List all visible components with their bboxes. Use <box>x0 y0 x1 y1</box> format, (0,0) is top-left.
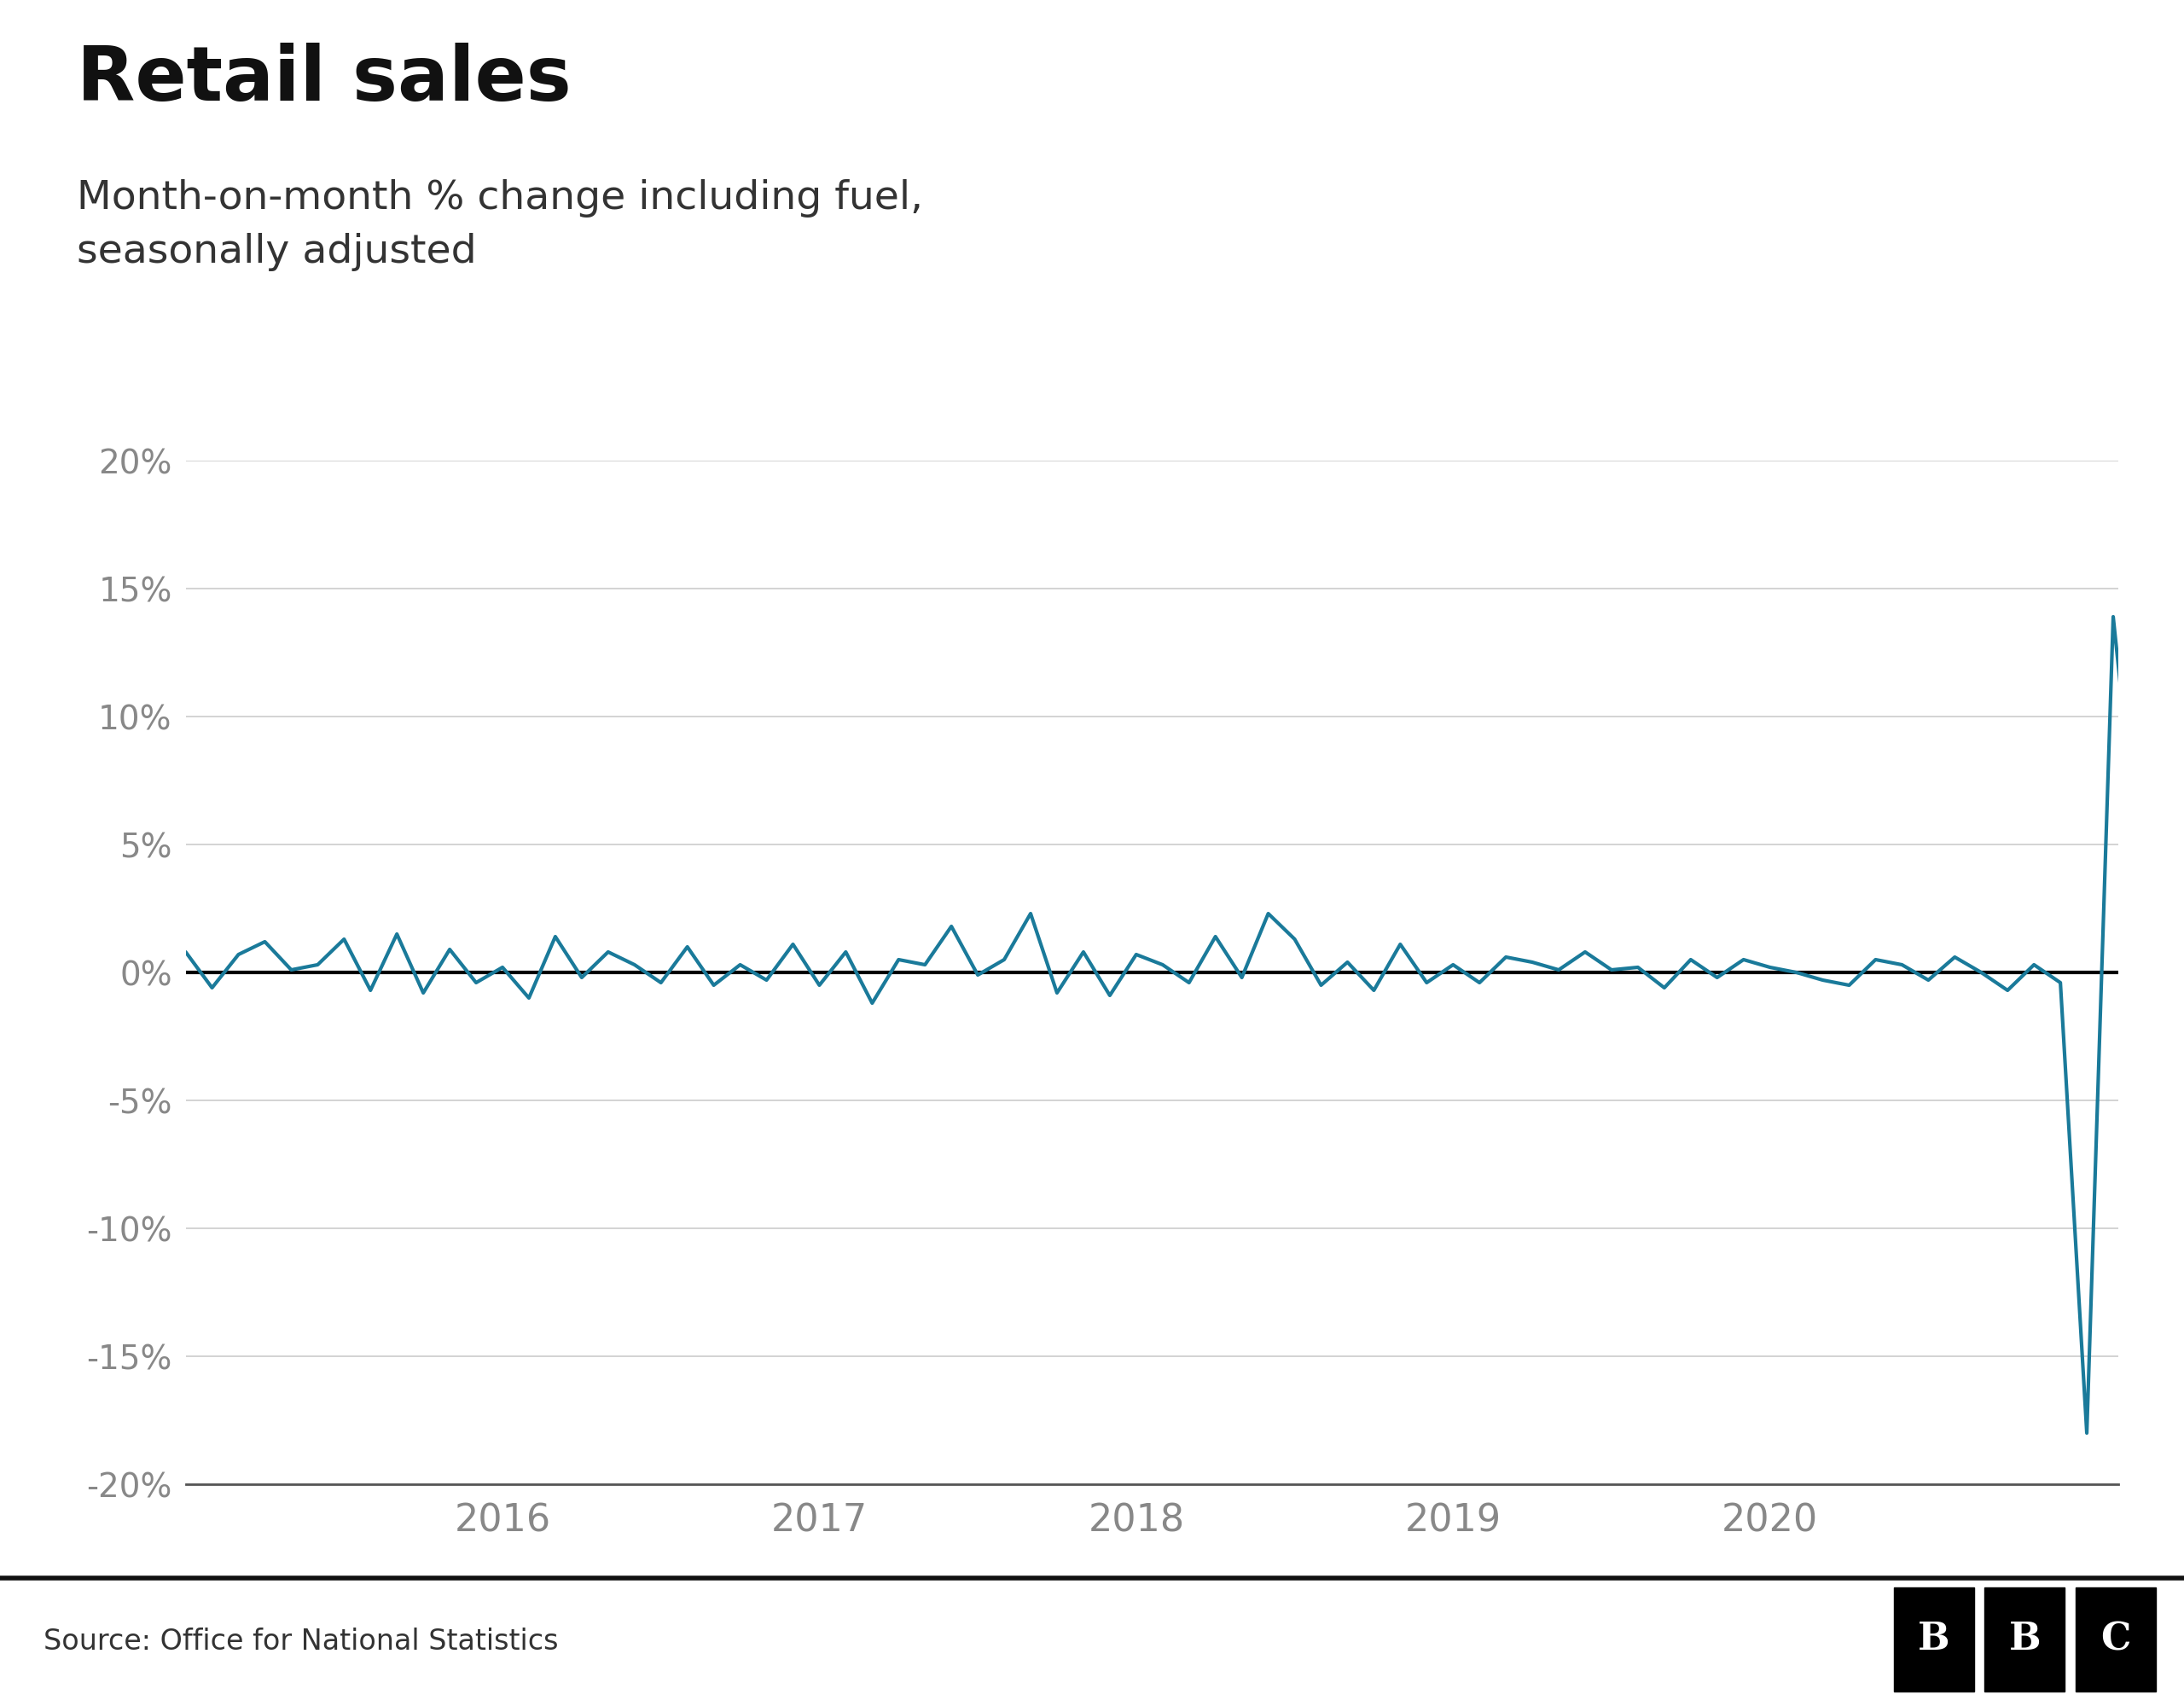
Text: Month-on-month % change including fuel,
seasonally adjusted: Month-on-month % change including fuel, … <box>76 179 922 271</box>
FancyBboxPatch shape <box>1894 1587 1974 1692</box>
Text: C: C <box>2101 1621 2132 1658</box>
FancyBboxPatch shape <box>2075 1587 2156 1692</box>
Text: B: B <box>2009 1621 2040 1658</box>
Text: Source: Office for National Statistics: Source: Office for National Statistics <box>44 1628 559 1655</box>
Text: B: B <box>1918 1621 1950 1658</box>
FancyBboxPatch shape <box>1985 1587 2064 1692</box>
Text: Retail sales: Retail sales <box>76 43 570 116</box>
